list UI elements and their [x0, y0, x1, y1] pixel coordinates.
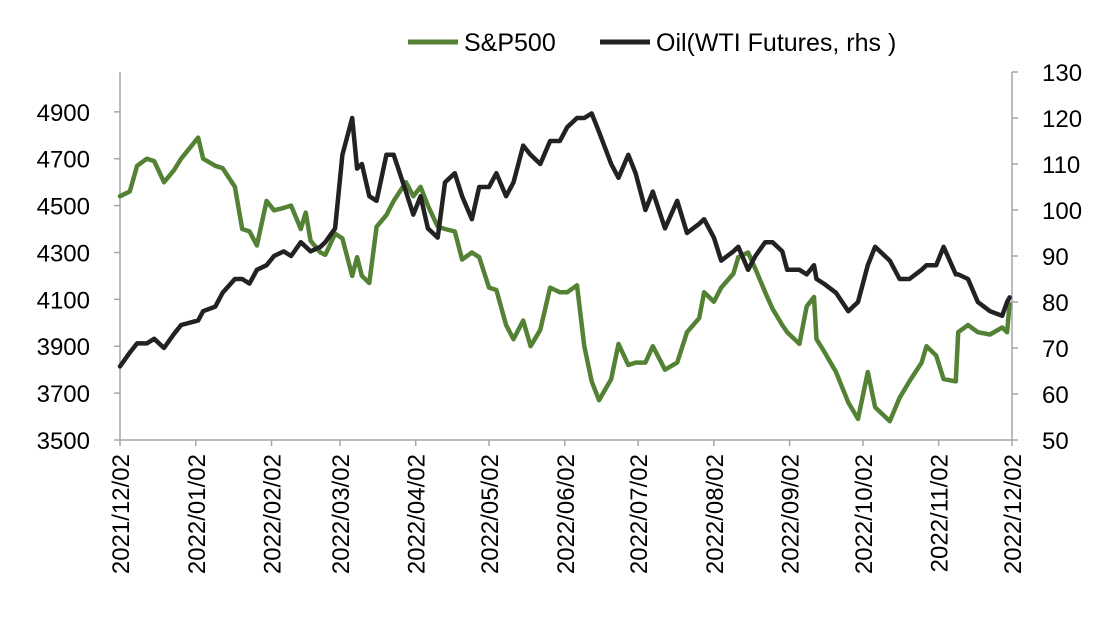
x-tick-label: 2021/12/02 — [108, 454, 135, 574]
series-line-oil — [117, 111, 1012, 369]
x-tick-label: 2022/02/02 — [260, 454, 287, 574]
series-layer — [117, 111, 1012, 424]
legend-label-sp500: S&P500 — [464, 29, 556, 57]
right-tick-label: 100 — [1042, 198, 1082, 225]
x-tick-label: 2022/09/02 — [778, 454, 805, 574]
left-tick-label: 3900 — [37, 334, 90, 361]
right-tick-label: 60 — [1042, 382, 1069, 409]
legend-label-oil: Oil(WTI Futures, rhs ) — [656, 29, 896, 57]
x-tick-label: 2022/04/02 — [404, 454, 431, 574]
legend: S&P500 Oil(WTI Futures, rhs ) — [408, 29, 896, 57]
x-tick-label: 2022/11/02 — [927, 454, 954, 572]
right-tick-label: 50 — [1042, 428, 1069, 455]
left-tick-label: 4300 — [37, 240, 90, 267]
x-tick-label: 2022/01/02 — [184, 454, 211, 574]
series-line-sp500 — [117, 135, 1012, 424]
x-tick-label: 2022/05/02 — [477, 454, 504, 574]
right-tick-label: 70 — [1042, 336, 1069, 363]
left-tick-label: 4700 — [37, 147, 90, 174]
right-tick-label: 110 — [1042, 152, 1080, 179]
left-y-axis: 3500 3700 3900 4100 4300 4500 4700 4900 — [37, 72, 121, 455]
left-tick-label: 4900 — [37, 100, 90, 127]
x-tick-label: 2022/08/02 — [702, 454, 729, 574]
x-tick-label: 2022/07/02 — [626, 454, 653, 574]
x-tick-label: 2022/12/02 — [1000, 454, 1027, 574]
right-y-axis: 50 60 70 80 90 100 110 120 130 — [1011, 60, 1082, 455]
right-tick-label: 130 — [1042, 60, 1082, 87]
x-axis: 2021/12/02 2022/01/02 2022/02/02 2022/03/02… — [108, 439, 1027, 574]
right-tick-label: 90 — [1042, 244, 1069, 271]
left-tick-label: 3700 — [37, 381, 90, 408]
x-tick-label: 2022/03/02 — [328, 454, 355, 574]
x-tick-label: 2022/10/02 — [851, 454, 878, 574]
left-tick-label: 3500 — [37, 428, 90, 455]
right-tick-label: 80 — [1042, 290, 1069, 317]
left-tick-label: 4500 — [37, 194, 90, 221]
left-tick-label: 4100 — [37, 287, 90, 314]
right-tick-label: 120 — [1042, 106, 1082, 133]
x-tick-label: 2022/06/02 — [553, 454, 580, 574]
